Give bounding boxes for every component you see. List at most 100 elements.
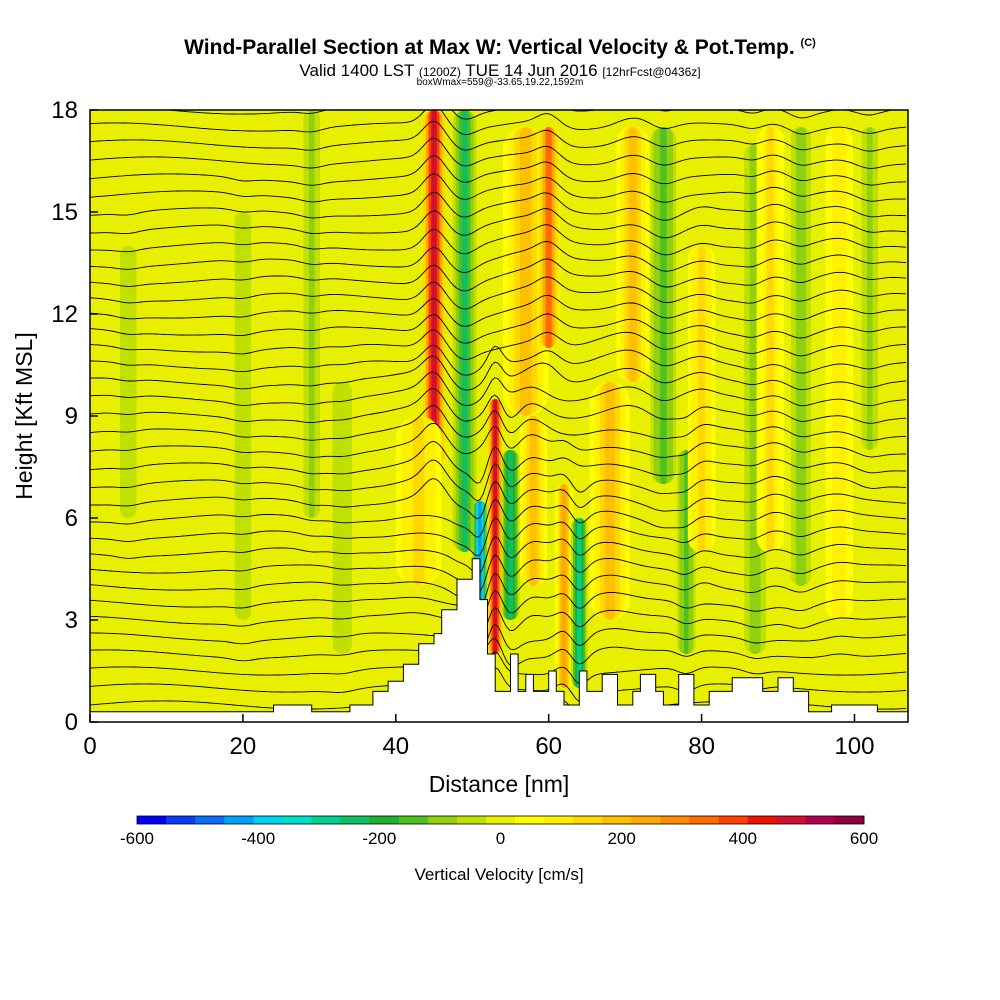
isentrope-18 bbox=[90, 371, 907, 407]
colorbar-segment-17 bbox=[631, 816, 661, 824]
velocity-feature-23 bbox=[308, 110, 315, 518]
isentrope-15 bbox=[90, 422, 906, 458]
velocity-feature-7 bbox=[545, 127, 552, 348]
velocity-feature-1 bbox=[412, 416, 425, 586]
isentrope-17 bbox=[90, 388, 907, 424]
isentrope-32 bbox=[90, 137, 907, 169]
vertical-velocity-field bbox=[90, 110, 908, 722]
chart-subtitle: Valid 1400 LST (1200Z) TUE 14 Jun 2016 [… bbox=[0, 61, 1000, 81]
isentrope-31 bbox=[90, 155, 907, 186]
isentrope-8 bbox=[90, 554, 907, 594]
colorbar-tick--400: -400 bbox=[241, 829, 275, 848]
colorbar-tick-600: 600 bbox=[850, 829, 878, 848]
isentrope-27 bbox=[90, 224, 907, 256]
colorbar-segment-14 bbox=[544, 816, 574, 824]
valid-time-prefix: Valid 1400 LST bbox=[299, 61, 415, 80]
isentrope-21 bbox=[90, 329, 907, 360]
isentrope-12 bbox=[90, 478, 907, 520]
colorbar-segment-23 bbox=[805, 816, 836, 824]
velocity-feature-12 bbox=[628, 127, 637, 382]
terrain-mask bbox=[89, 558, 909, 723]
colorbar-segment-8 bbox=[369, 816, 400, 824]
isentrope-35 bbox=[163, 110, 896, 120]
x-tick-label-40: 40 bbox=[382, 733, 409, 760]
velocity-feature-19 bbox=[835, 127, 843, 620]
y-axis-label: Height [Kft MSL] bbox=[11, 332, 37, 499]
isentrope-9 bbox=[90, 535, 907, 575]
colorbar-segment-7 bbox=[340, 816, 371, 824]
colorbar-segment-4 bbox=[253, 816, 283, 824]
colorbar-segment-5 bbox=[282, 816, 312, 824]
x-tick-label-60: 60 bbox=[535, 733, 562, 760]
isentrope-25 bbox=[90, 258, 907, 292]
colorbar-segment-6 bbox=[311, 816, 342, 824]
x-axis: 0 20 40 60 80 100 bbox=[83, 714, 875, 760]
colorbar-tick--600: -600 bbox=[120, 829, 154, 848]
velocity-feature-22 bbox=[240, 212, 246, 620]
isentrope-20 bbox=[90, 344, 907, 376]
velocity-feature-9 bbox=[561, 484, 567, 688]
x-tick-label-80: 80 bbox=[688, 733, 715, 760]
velocity-feature-15 bbox=[698, 246, 706, 552]
velocity-feature-16 bbox=[752, 144, 758, 654]
velocity-feature-20 bbox=[867, 127, 873, 450]
colorbar-segment-21 bbox=[747, 816, 778, 824]
isentrope-1 bbox=[90, 666, 907, 702]
copyright-mark: (C) bbox=[800, 37, 816, 49]
velocity-feature-0 bbox=[431, 110, 437, 467]
valid-time-utc: (1200Z) bbox=[418, 65, 461, 79]
colorbar-segment-19 bbox=[689, 816, 720, 824]
velocity-feature-14 bbox=[684, 450, 689, 654]
colorbar-label: Vertical Velocity [cm/s] bbox=[414, 865, 583, 884]
colorbar-segment-15 bbox=[573, 816, 603, 824]
colorbar-segment-1 bbox=[166, 816, 196, 824]
colorbar-segment-24 bbox=[834, 816, 865, 824]
velocity-feature-11 bbox=[604, 382, 615, 620]
isentrope-33 bbox=[90, 120, 907, 152]
x-tick-label-0: 0 bbox=[83, 733, 96, 760]
isentrope-7 bbox=[90, 572, 907, 611]
velocity-feature-4 bbox=[493, 399, 498, 654]
isentrope-4 bbox=[90, 623, 907, 657]
y-tick-label-12: 12 bbox=[51, 301, 78, 328]
velocity-feature-5 bbox=[508, 450, 513, 620]
y-tick-label-6: 6 bbox=[65, 505, 78, 532]
isentrope-24 bbox=[90, 276, 907, 310]
isentrope-2 bbox=[90, 651, 907, 685]
isentrope-11 bbox=[90, 498, 907, 538]
velocity-feature-2 bbox=[461, 110, 468, 552]
chart-title: Wind-Parallel Section at Max W: Vertical… bbox=[0, 36, 1000, 60]
x-tick-label-20: 20 bbox=[230, 733, 257, 760]
colorbar-segment-2 bbox=[195, 816, 225, 824]
colorbar-segment-3 bbox=[224, 816, 254, 824]
chart-title-text: Wind-Parallel Section at Max W: Vertical… bbox=[184, 36, 795, 59]
y-tick-label-0: 0 bbox=[65, 709, 78, 736]
colorbar-tick-400: 400 bbox=[729, 829, 757, 848]
isentrope-3 bbox=[90, 637, 907, 667]
valid-date: TUE 14 Jun 2016 bbox=[465, 61, 598, 80]
x-tick-label-100: 100 bbox=[834, 733, 874, 760]
colorbar-segment-13 bbox=[515, 816, 545, 824]
colorbar-segment-22 bbox=[776, 816, 807, 824]
velocity-feature-13 bbox=[660, 127, 667, 484]
isentrope-23 bbox=[90, 294, 907, 327]
colorbar-tick-0: 0 bbox=[496, 829, 505, 848]
velocity-feature-17 bbox=[766, 127, 774, 552]
isentrope-22 bbox=[90, 313, 906, 344]
velocity-feature-10 bbox=[577, 518, 582, 688]
colorbar-segment-18 bbox=[660, 816, 691, 824]
y-tick-label-9: 9 bbox=[65, 403, 78, 430]
y-tick-label-15: 15 bbox=[51, 199, 78, 226]
colorbar-segment-11 bbox=[456, 816, 487, 824]
colorbar-segment-9 bbox=[398, 816, 429, 824]
isentrope-6 bbox=[90, 590, 907, 624]
colorbar-segment-10 bbox=[427, 816, 458, 824]
y-tick-label-18: 18 bbox=[51, 97, 78, 124]
colorbar: -600 -400 -200 0 200 400 600 bbox=[120, 815, 878, 848]
velocity-feature-6 bbox=[520, 127, 532, 416]
y-axis: 0 3 6 9 12 15 18 bbox=[51, 97, 98, 736]
y-tick-label-3: 3 bbox=[65, 607, 78, 634]
isentrope-14 bbox=[90, 441, 906, 484]
potential-temperature-contours bbox=[90, 110, 907, 719]
